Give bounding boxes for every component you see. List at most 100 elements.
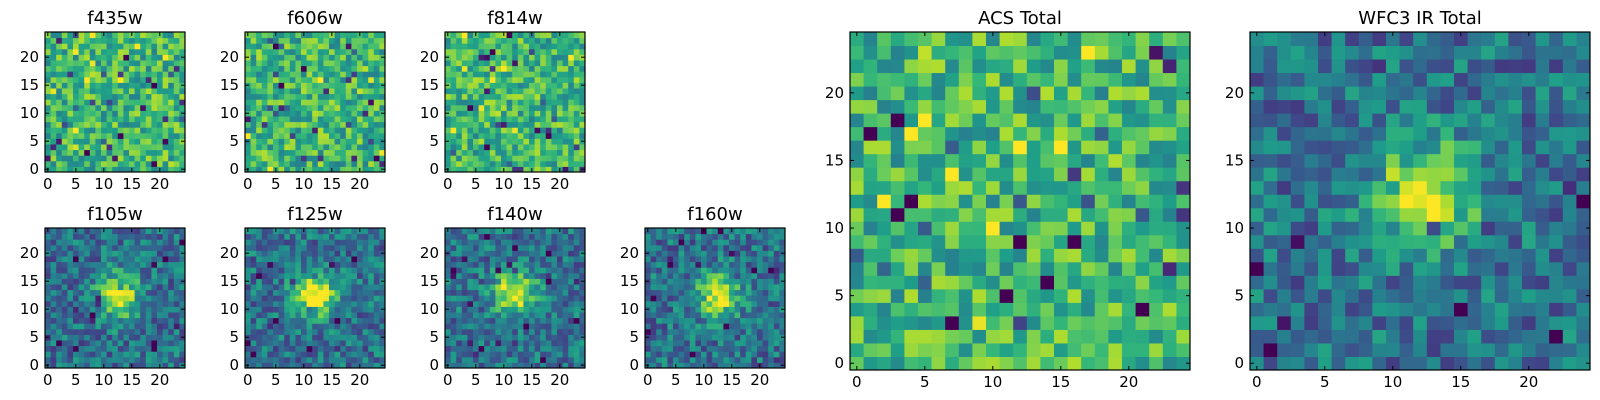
heatmap-cell	[73, 278, 80, 285]
heatmap-cell	[84, 317, 91, 324]
heatmap-cell	[512, 334, 519, 341]
heatmap-cell	[140, 300, 147, 307]
heatmap-cell	[317, 356, 324, 363]
heatmap-cell	[50, 88, 57, 95]
heatmap-cell	[540, 272, 547, 279]
heatmap-cell	[534, 160, 541, 167]
heatmap-cell	[456, 144, 463, 151]
heatmap-cell	[351, 116, 358, 123]
heatmap-cell	[573, 328, 580, 335]
heatmap-cell	[168, 317, 175, 324]
heatmap-cell	[958, 180, 973, 195]
heatmap-cell	[368, 300, 375, 307]
heatmap-cell	[545, 82, 552, 89]
heatmap-cell	[1067, 153, 1082, 168]
heatmap-cell	[661, 261, 668, 268]
heatmap-cell	[1067, 248, 1082, 263]
heatmap-cell	[562, 228, 569, 235]
heatmap-cell	[317, 71, 324, 78]
heatmap-cell	[557, 110, 564, 117]
heatmap-cell	[540, 32, 547, 39]
heatmap-cell	[478, 289, 485, 296]
heatmap-cell	[340, 71, 347, 78]
heatmap-cell	[562, 250, 569, 257]
heatmap-cell	[1081, 329, 1096, 344]
heatmap-cell	[78, 71, 85, 78]
heatmap-cell	[523, 127, 530, 134]
heatmap-cell	[523, 160, 530, 167]
heatmap-cell	[863, 261, 878, 276]
heatmap-cell	[140, 328, 147, 335]
heatmap-cell	[745, 295, 752, 302]
heatmap-cell	[334, 250, 341, 257]
heatmap-cell	[250, 99, 257, 106]
heatmap-cell	[140, 295, 147, 302]
heatmap-cell	[301, 71, 308, 78]
heatmap-cell	[368, 228, 375, 235]
heatmap-cell	[295, 121, 302, 128]
heatmap-cell	[562, 132, 569, 139]
heatmap-cell	[73, 160, 80, 167]
heatmap-cell	[117, 149, 124, 156]
heatmap-cell	[529, 71, 536, 78]
heatmap-cell	[340, 116, 347, 123]
heatmap-cell	[334, 228, 341, 235]
heatmap-cell	[484, 71, 491, 78]
heatmap-cell	[173, 300, 180, 307]
heatmap-cell	[50, 284, 57, 291]
heatmap-cell	[557, 76, 564, 83]
heatmap-cell	[779, 351, 786, 358]
heatmap-cell	[729, 250, 736, 257]
heatmap-cell	[656, 228, 663, 235]
heatmap-cell	[1108, 248, 1123, 263]
heatmap-cell	[351, 166, 358, 173]
heatmap-cell	[467, 88, 474, 95]
heatmap-cell	[351, 306, 358, 313]
heatmap-cell	[489, 76, 496, 83]
heatmap-cell	[56, 284, 63, 291]
heatmap-cell	[1054, 167, 1069, 182]
heatmap-cell	[345, 144, 352, 151]
heatmap-cell	[551, 93, 558, 100]
heatmap-cell	[734, 328, 741, 335]
heatmap-cell	[557, 317, 564, 324]
heatmap-cell	[1122, 288, 1137, 303]
heatmap-cell	[573, 60, 580, 67]
heatmap-cell	[340, 289, 347, 296]
heatmap-cell	[568, 65, 575, 72]
heatmap-cell	[373, 138, 380, 145]
heatmap-cell	[467, 345, 474, 352]
heatmap-cell	[289, 289, 296, 296]
heatmap-cell	[284, 160, 291, 167]
heatmap-cell	[945, 248, 960, 263]
heatmap-cell	[972, 329, 987, 344]
heatmap-cell	[101, 334, 108, 341]
heatmap-cell	[129, 60, 136, 67]
heatmap-cell	[157, 300, 164, 307]
heatmap-cell	[723, 323, 730, 330]
heatmap-cell	[157, 99, 164, 106]
heatmap-cell	[918, 288, 933, 303]
heatmap-cell	[340, 323, 347, 330]
heatmap-cell	[67, 300, 74, 307]
heatmap-cell	[489, 334, 496, 341]
heatmap-cell	[557, 356, 564, 363]
heatmap-cell	[368, 76, 375, 83]
heatmap-cell	[545, 88, 552, 95]
heatmap-cell	[368, 82, 375, 89]
heatmap-cell	[362, 323, 369, 330]
heatmap-cell	[545, 43, 552, 50]
heatmap-cell	[661, 295, 668, 302]
heatmap-cell	[306, 65, 313, 72]
heatmap-cell	[312, 32, 319, 39]
heatmap-cell	[151, 244, 158, 251]
heatmap-cell	[45, 300, 52, 307]
y-tick-label: 5	[229, 328, 239, 346]
heatmap-cell	[250, 284, 257, 291]
heatmap-cell	[123, 144, 130, 151]
heatmap-cell	[67, 351, 74, 358]
heatmap-cell	[273, 278, 280, 285]
heatmap-cell	[106, 233, 113, 240]
heatmap-cell	[701, 256, 708, 263]
